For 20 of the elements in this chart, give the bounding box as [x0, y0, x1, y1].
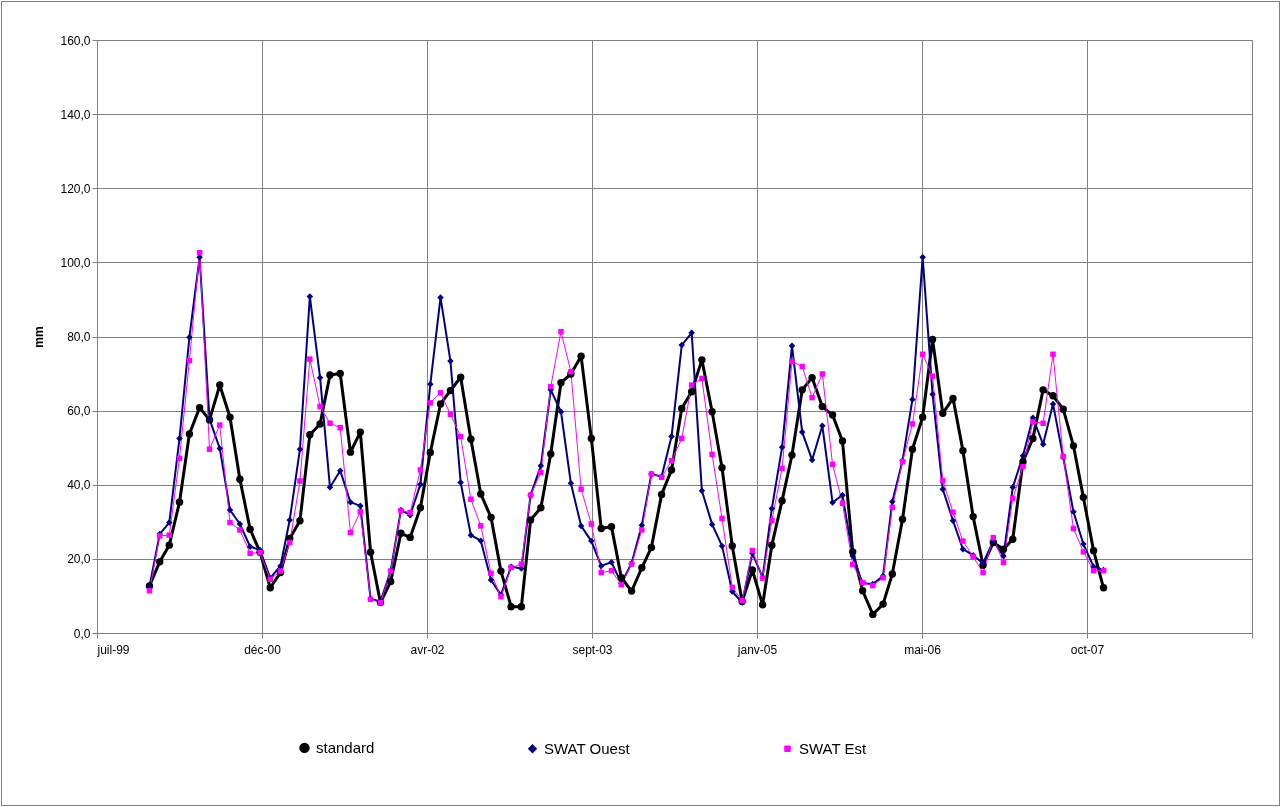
y-tick-label: 120,0: [60, 181, 91, 196]
x-tick-label: déc-00: [244, 642, 282, 657]
legend-label: standard: [316, 738, 375, 756]
y-tick-label: 100,0: [60, 255, 91, 270]
x-tick-label: sept-03: [572, 642, 613, 657]
y-tick-label: 0,0: [73, 626, 91, 641]
x-tick-label: juil-99: [96, 642, 130, 657]
x-tick-label: oct-07: [1070, 642, 1105, 657]
y-tick-label: 160,0: [60, 33, 91, 48]
y-tick-label: 20,0: [67, 552, 91, 567]
x-tick-label: mai-06: [904, 642, 942, 657]
legend-label: SWAT Ouest: [544, 739, 631, 757]
y-tick-label: 140,0: [60, 107, 91, 122]
y-axis-title: mm: [32, 326, 47, 348]
x-tick-label: avr-02: [410, 642, 445, 657]
y-tick-label: 80,0: [67, 330, 91, 344]
legend-label: SWAT Est: [799, 739, 868, 757]
y-tick-label: 40,0: [67, 478, 91, 493]
y-tick-label: 60,0: [67, 404, 91, 419]
x-tick-label: janv-05: [736, 642, 778, 657]
